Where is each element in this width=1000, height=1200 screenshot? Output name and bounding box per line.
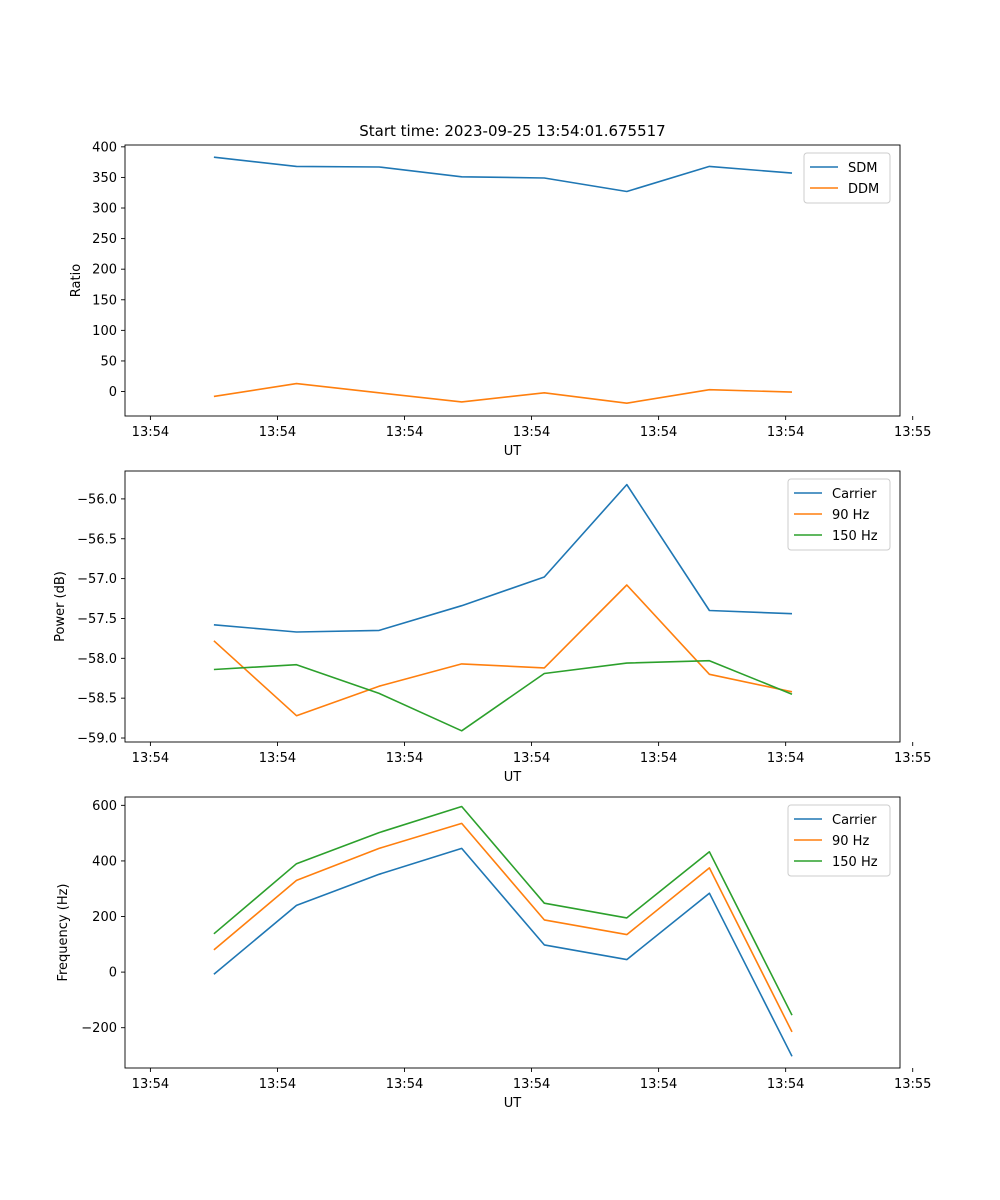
axes-frame <box>124 796 901 1069</box>
x-tick-label: 13:54 <box>640 751 677 766</box>
legend-label: DDM <box>848 182 879 197</box>
legend-label: 150 Hz <box>832 529 878 544</box>
x-tick-label: 13:55 <box>894 751 931 766</box>
legend-label: 90 Hz <box>832 834 869 849</box>
y-tick-label: 200 <box>92 263 117 278</box>
figure-title: Start time: 2023-09-25 13:54:01.675517 <box>359 122 665 140</box>
x-tick-label: 13:54 <box>767 1077 804 1092</box>
legend: Carrier 90 Hz 150 Hz <box>787 478 891 551</box>
y-tick-label: −200 <box>81 1021 117 1036</box>
y-tick-label: −56.5 <box>77 532 117 547</box>
series-line-sdm <box>213 156 793 193</box>
series-line-150-hz <box>213 805 793 1016</box>
axes-frame <box>124 470 901 743</box>
series-line-ddm <box>213 382 793 405</box>
y-tick-label: 400 <box>92 854 117 869</box>
legend-box <box>787 478 891 551</box>
subplot-2: −59.0 −58.5 −58.0 −57.5 −57.0 −56.5 −56.0 13:54… <box>53 470 931 785</box>
x-tick-label: 13:54 <box>640 425 677 440</box>
x-tick-label: 13:55 <box>894 425 931 440</box>
y-tick-label: −56.0 <box>77 492 117 507</box>
series-line-carrier <box>213 847 793 1057</box>
subplots: 0 50 100 150 200 250 300 350 400 13:54 13:54 13:54 1… <box>53 140 931 1111</box>
legend-label: 90 Hz <box>832 508 869 523</box>
y-tick-label: 150 <box>92 293 117 308</box>
y-tick-label: 200 <box>92 910 117 925</box>
series-line-150-hz <box>213 659 793 732</box>
y-axis-label: Ratio <box>69 264 84 297</box>
y-tick-label: −57.0 <box>77 572 117 587</box>
x-axis-label: UT <box>504 444 522 459</box>
x-tick-label: 13:54 <box>513 425 550 440</box>
axes-frame <box>124 144 901 417</box>
x-tick-label: 13:54 <box>132 425 169 440</box>
y-tick-label: 600 <box>92 799 117 814</box>
legend-label: Carrier <box>832 813 877 828</box>
x-axis-label: UT <box>504 770 522 785</box>
legend-label: SDM <box>848 161 877 176</box>
y-tick-label: 0 <box>109 385 117 400</box>
subplot-3: −200 0 200 400 600 13:54 13:54 13:54 13:54 13:54 1… <box>56 796 931 1111</box>
x-tick-label: 13:55 <box>894 1077 931 1092</box>
series-line-carrier <box>213 483 793 633</box>
series-line-90-hz <box>213 822 793 1033</box>
x-tick-label: 13:54 <box>513 1077 550 1092</box>
y-tick-label: 400 <box>92 140 117 155</box>
x-tick-label: 13:54 <box>640 1077 677 1092</box>
y-tick-label: 250 <box>92 232 117 247</box>
x-tick-label: 13:54 <box>386 751 423 766</box>
x-tick-label: 13:54 <box>767 425 804 440</box>
y-tick-label: −58.5 <box>77 692 117 707</box>
y-tick-label: 0 <box>109 966 117 981</box>
x-tick-label: 13:54 <box>259 425 296 440</box>
y-tick-label: 300 <box>92 202 117 217</box>
y-tick-label: −57.5 <box>77 612 117 627</box>
x-tick-label: 13:54 <box>767 751 804 766</box>
y-axis-label: Power (dB) <box>53 571 68 642</box>
x-tick-label: 13:54 <box>132 751 169 766</box>
y-tick-label: −58.0 <box>77 652 117 667</box>
legend-box <box>803 152 891 204</box>
y-tick-label: −59.0 <box>77 732 117 747</box>
x-tick-label: 13:54 <box>386 425 423 440</box>
legend-box <box>787 804 891 877</box>
x-axis-label: UT <box>504 1096 522 1111</box>
y-axis-label: Frequency (Hz) <box>56 883 71 981</box>
subplot-1: 0 50 100 150 200 250 300 350 400 13:54 13:54 13:54 1… <box>69 140 931 459</box>
series-line-90-hz <box>213 584 793 717</box>
legend-label: Carrier <box>832 487 877 502</box>
legend-label: 150 Hz <box>832 855 878 870</box>
x-tick-label: 13:54 <box>132 1077 169 1092</box>
y-tick-label: 350 <box>92 171 117 186</box>
x-tick-label: 13:54 <box>513 751 550 766</box>
y-tick-label: 50 <box>100 354 117 369</box>
x-tick-label: 13:54 <box>386 1077 423 1092</box>
legend: SDM DDM <box>803 152 891 204</box>
x-tick-label: 13:54 <box>259 751 296 766</box>
legend: Carrier 90 Hz 150 Hz <box>787 804 891 877</box>
x-tick-label: 13:54 <box>259 1077 296 1092</box>
y-tick-label: 100 <box>92 324 117 339</box>
